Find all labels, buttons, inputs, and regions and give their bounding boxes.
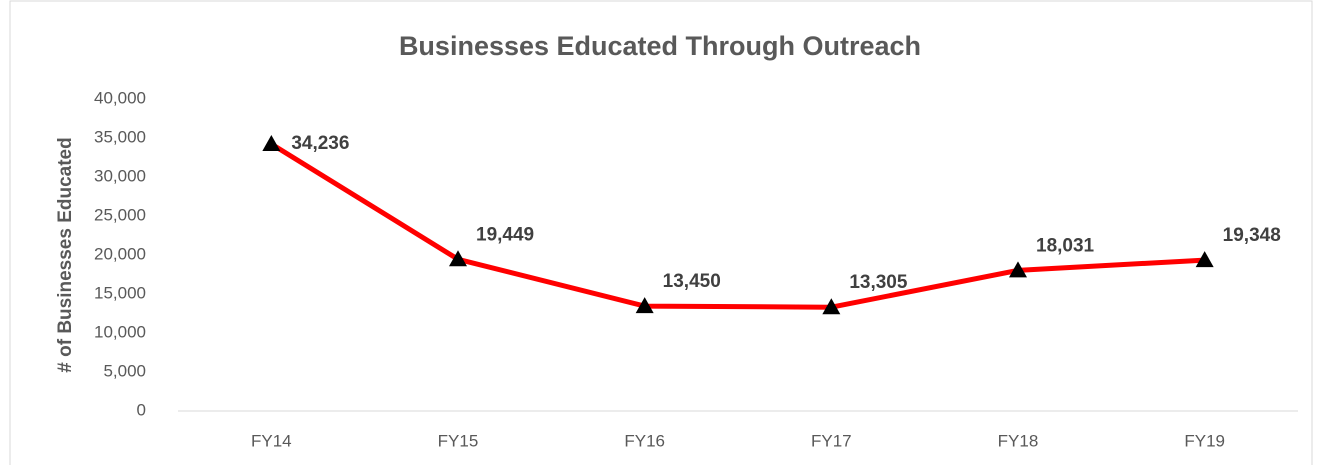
y-tick-label: 35,000 bbox=[94, 127, 146, 146]
line bbox=[270, 141, 1205, 310]
x-tick-label: FY17 bbox=[811, 431, 852, 450]
x-tick-label: FY15 bbox=[438, 431, 479, 450]
y-tick-label: 5,000 bbox=[103, 361, 146, 380]
marker bbox=[1009, 261, 1027, 278]
marker bbox=[635, 297, 654, 314]
y-tick-label: 30,000 bbox=[94, 166, 146, 185]
x-tick-label: FY19 bbox=[1184, 431, 1225, 450]
y-tick-label: 40,000 bbox=[94, 88, 146, 107]
data-label: 13,305 bbox=[849, 272, 908, 293]
y-tick-label: 0 bbox=[137, 400, 146, 419]
marker bbox=[262, 134, 281, 151]
chart-frame bbox=[9, 0, 1313, 465]
x-tick-label: FY16 bbox=[624, 431, 665, 450]
y-tick-label: 10,000 bbox=[94, 322, 146, 341]
marker bbox=[1195, 251, 1214, 268]
y-tick-label: 25,000 bbox=[94, 205, 146, 224]
data-label: 18,031 bbox=[1036, 235, 1095, 256]
x-tick-label: FY14 bbox=[251, 431, 292, 450]
y-tick-label: 20,000 bbox=[94, 244, 146, 263]
chart-title: Businesses Educated Through Outreach bbox=[399, 31, 921, 61]
data-label: 19,348 bbox=[1223, 225, 1281, 246]
data-label: 13,450 bbox=[663, 271, 721, 292]
y-axis-label: # of Businesses Educated bbox=[55, 137, 76, 372]
data-label: 34,236 bbox=[291, 133, 349, 154]
y-tick-label: 15,000 bbox=[94, 283, 146, 302]
marker bbox=[822, 298, 841, 315]
marker bbox=[449, 250, 467, 267]
data-label: 19,449 bbox=[476, 224, 534, 245]
x-tick-label: FY18 bbox=[998, 431, 1039, 450]
